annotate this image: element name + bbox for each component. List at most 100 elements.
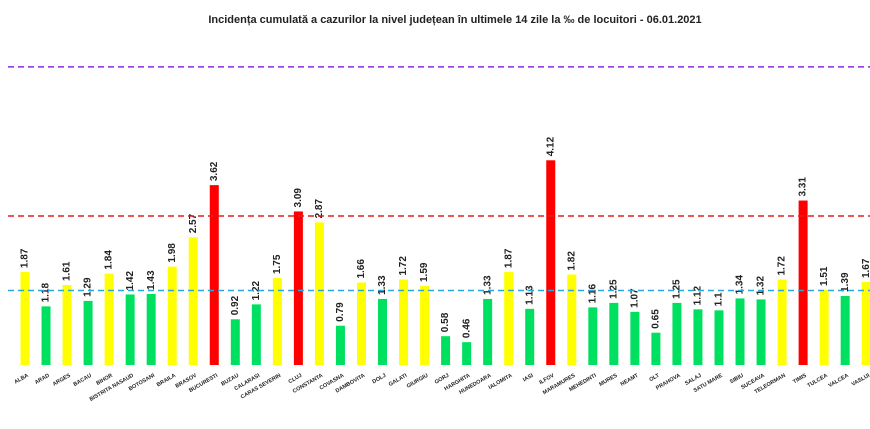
value-label: 0.46 <box>461 318 472 338</box>
value-label: 1.12 <box>693 285 704 305</box>
category-label: CLUJ <box>288 373 303 385</box>
bar <box>840 295 850 365</box>
value-label: 3.31 <box>798 177 809 197</box>
bar <box>609 302 619 365</box>
value-label: 1.33 <box>377 275 388 295</box>
value-label: 1.43 <box>146 270 157 290</box>
value-label: 1.34 <box>735 275 746 295</box>
value-label: 3.62 <box>209 161 220 181</box>
bar <box>483 298 493 365</box>
bar <box>651 332 661 365</box>
bar <box>567 274 577 365</box>
value-label: 1.32 <box>756 276 767 296</box>
value-label: 2.87 <box>314 198 325 218</box>
bar <box>146 293 156 365</box>
value-label: 1.33 <box>482 275 493 295</box>
value-label: 1.87 <box>20 248 31 268</box>
bar <box>188 237 198 365</box>
bar <box>314 222 324 365</box>
value-label: 1.72 <box>398 256 409 276</box>
category-label: BACAU <box>73 373 93 388</box>
bar <box>335 325 345 365</box>
chart-title: Incidența cumulată a cazurilor la nivel … <box>208 14 701 26</box>
value-label: 0.79 <box>335 302 346 322</box>
value-label: 1.18 <box>41 282 52 302</box>
category-label: TULCEA <box>807 373 829 389</box>
value-label: 1.66 <box>356 259 367 279</box>
category-label: NEAMT <box>620 372 640 387</box>
bar <box>525 308 535 365</box>
bar <box>777 279 787 365</box>
value-label: 1.16 <box>587 283 598 303</box>
value-label: 1.22 <box>251 280 262 300</box>
value-label: 0.65 <box>651 309 662 329</box>
bar <box>756 299 766 365</box>
value-label: 1.72 <box>777 256 788 276</box>
category-label: VALCEA <box>828 373 850 389</box>
value-label: 3.09 <box>293 188 304 208</box>
bar <box>62 285 72 365</box>
bar <box>104 273 114 365</box>
value-label: 1.67 <box>861 258 870 278</box>
value-label: 1.1 <box>714 292 725 306</box>
bar <box>630 311 640 365</box>
bar <box>798 200 808 365</box>
value-label: 0.58 <box>440 312 451 332</box>
value-label: 1.25 <box>672 279 683 299</box>
bar <box>546 160 556 365</box>
category-label: IALOMITA <box>488 373 514 391</box>
category-label: ALBA <box>13 373 29 386</box>
category-label: DOLJ <box>372 373 388 386</box>
value-label: 1.07 <box>630 288 641 308</box>
bar <box>504 272 514 365</box>
value-label: 1.82 <box>566 251 577 271</box>
category-label: ARGES <box>52 373 72 388</box>
category-label: BRAILA <box>156 373 177 389</box>
value-label: 0.92 <box>230 295 241 315</box>
value-label: 1.87 <box>503 248 514 268</box>
category-label: VASLUI <box>851 373 870 388</box>
bar <box>293 211 303 365</box>
bar <box>272 278 282 365</box>
category-label: ARAD <box>34 373 51 386</box>
bar <box>378 298 388 365</box>
bar <box>441 336 451 365</box>
value-label: 1.51 <box>819 266 830 286</box>
value-label: 1.75 <box>272 254 283 274</box>
value-label: 4.12 <box>545 136 556 156</box>
value-label: 1.29 <box>83 277 94 297</box>
bar <box>420 285 430 365</box>
bar <box>167 266 177 365</box>
bar <box>735 298 745 365</box>
value-label: 1.98 <box>167 243 178 263</box>
bar <box>83 300 93 365</box>
bar <box>714 310 724 365</box>
category-label: IASI <box>522 373 535 384</box>
bar <box>230 319 240 365</box>
bar <box>209 185 219 365</box>
value-label: 1.61 <box>62 261 73 281</box>
bar <box>588 307 598 365</box>
bar <box>41 306 51 365</box>
bar <box>819 289 829 365</box>
bar <box>693 309 703 365</box>
bar <box>462 342 472 365</box>
bar <box>672 302 682 365</box>
category-label: CARAS SEVERIN <box>240 373 282 401</box>
value-label: 2.57 <box>188 213 199 233</box>
bar <box>125 294 135 365</box>
category-label: MURES <box>598 373 618 388</box>
bar <box>861 282 870 365</box>
value-label: 1.59 <box>419 262 430 282</box>
value-label: 1.84 <box>104 250 115 270</box>
bar <box>399 279 409 365</box>
bar <box>251 304 261 365</box>
value-label: 1.25 <box>608 279 619 299</box>
value-label: 1.42 <box>125 271 136 291</box>
bar <box>20 272 30 365</box>
value-label: 1.13 <box>524 285 535 305</box>
value-label: 1.39 <box>840 272 851 292</box>
category-label: GIURGIU <box>406 373 429 390</box>
category-label: OLT <box>648 372 661 383</box>
